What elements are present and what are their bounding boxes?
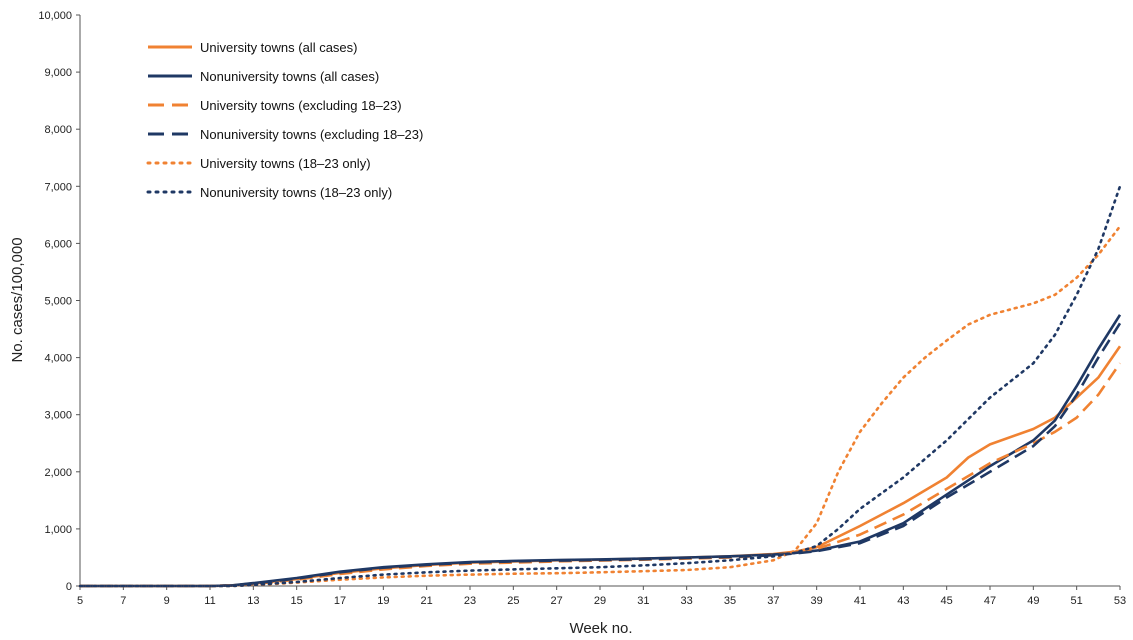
x-tick-label: 35	[724, 595, 736, 607]
x-tick-label: 9	[164, 595, 170, 607]
series-line-5	[78, 225, 1122, 588]
x-axis-title: Week no.	[569, 620, 632, 637]
x-tick-label: 39	[811, 595, 823, 607]
y-tick-label: 8,000	[44, 124, 72, 136]
x-tick-label: 25	[507, 595, 519, 607]
legend-label-4: Nonuniversity towns (excluding 18–23)	[200, 127, 423, 142]
x-tick-label: 21	[421, 595, 433, 607]
x-tick-label: 49	[1027, 595, 1039, 607]
series-layer	[78, 185, 1122, 588]
series-line-6	[78, 185, 1122, 588]
y-tick-label: 4,000	[44, 353, 72, 365]
series-line-4	[80, 322, 1122, 588]
legend-label-1: University towns (all cases)	[200, 40, 358, 55]
x-tick-label: 17	[334, 595, 346, 607]
x-tick-label: 51	[1071, 595, 1083, 607]
y-tick-label: 3,000	[44, 410, 72, 422]
axes: 5 7 9 11 13 15 17 19 21 23 25 27 29 31 33 35 37 39 41 43 45 4…	[38, 10, 1126, 607]
x-tick-label: 23	[464, 595, 476, 607]
x-tick-label: 29	[594, 595, 606, 607]
series-line-1	[80, 345, 1122, 588]
y-tick-label: 5,000	[44, 296, 72, 308]
x-tick-label: 15	[291, 595, 303, 607]
x-tick-label: 33	[681, 595, 693, 607]
x-tick-label: 45	[941, 595, 953, 607]
x-tick-label: 27	[551, 595, 563, 607]
x-tick-label: 47	[984, 595, 996, 607]
x-tick-label: 11	[204, 595, 215, 607]
series-line-2	[80, 314, 1122, 588]
legend-label-6: Nonuniversity towns (18–23 only)	[200, 185, 392, 200]
y-tick-label: 7,000	[44, 181, 72, 193]
x-tick-label: 41	[854, 595, 866, 607]
y-tick-label: 0	[66, 581, 72, 593]
x-tick-label: 37	[767, 595, 779, 607]
x-tick-label: 13	[247, 595, 259, 607]
legend-label-2: Nonuniversity towns (all cases)	[200, 69, 379, 84]
y-tick-label: 2,000	[44, 467, 72, 479]
x-tick-label: 53	[1114, 595, 1126, 607]
legend: University towns (all cases) Nonuniversit…	[146, 40, 423, 200]
y-tick-label: 10,000	[38, 10, 72, 22]
x-tick-label: 19	[377, 595, 389, 607]
x-tick-label: 7	[120, 595, 126, 607]
y-tick-label: 6,000	[44, 238, 72, 250]
series-line-3	[80, 362, 1122, 588]
legend-label-3: University towns (excluding 18–23)	[200, 98, 402, 113]
y-tick-label: 1,000	[44, 524, 72, 536]
x-tick-label: 43	[897, 595, 909, 607]
x-tick-label: 31	[637, 595, 649, 607]
x-tick-label: 5	[77, 595, 83, 607]
legend-label-5: University towns (18–23 only)	[200, 156, 371, 171]
y-axis-title: No. cases/100,000	[9, 237, 26, 362]
y-tick-label: 9,000	[44, 67, 72, 79]
